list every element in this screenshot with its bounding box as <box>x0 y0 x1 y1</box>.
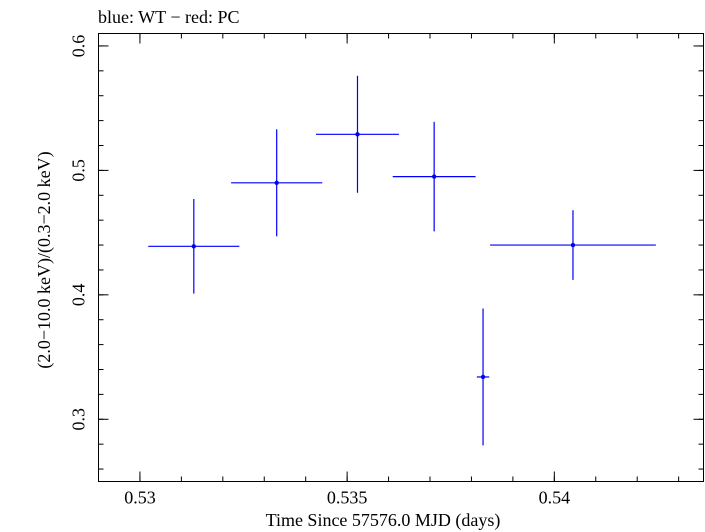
chart-title: blue: WT − red: PC <box>98 7 239 27</box>
y-tick-label: 0.4 <box>69 284 89 307</box>
x-tick-label: 0.54 <box>539 488 571 508</box>
y-tick-label: 0.5 <box>69 159 89 182</box>
data-point <box>274 180 279 186</box>
data-point <box>355 132 360 137</box>
data-point <box>191 244 197 249</box>
data-point <box>570 242 576 248</box>
data-point <box>431 174 437 179</box>
plot-frame <box>98 33 704 482</box>
data-group <box>148 75 656 446</box>
data-point <box>480 374 486 380</box>
y-axis-label: (2.0−10.0 keV)/(0.3−2.0 keV) <box>34 151 55 368</box>
x-axis-label: Time Since 57576.0 MJD (days) <box>266 510 501 531</box>
x-tick-label: 0.53 <box>124 488 156 508</box>
x-tick-label: 0.535 <box>327 488 368 508</box>
tick-group: 0.53 0.535 0.54 0.3 0.4 0.5 0.6 <box>69 33 704 508</box>
y-tick-label: 0.6 <box>69 35 89 58</box>
y-tick-label: 0.3 <box>69 408 89 431</box>
